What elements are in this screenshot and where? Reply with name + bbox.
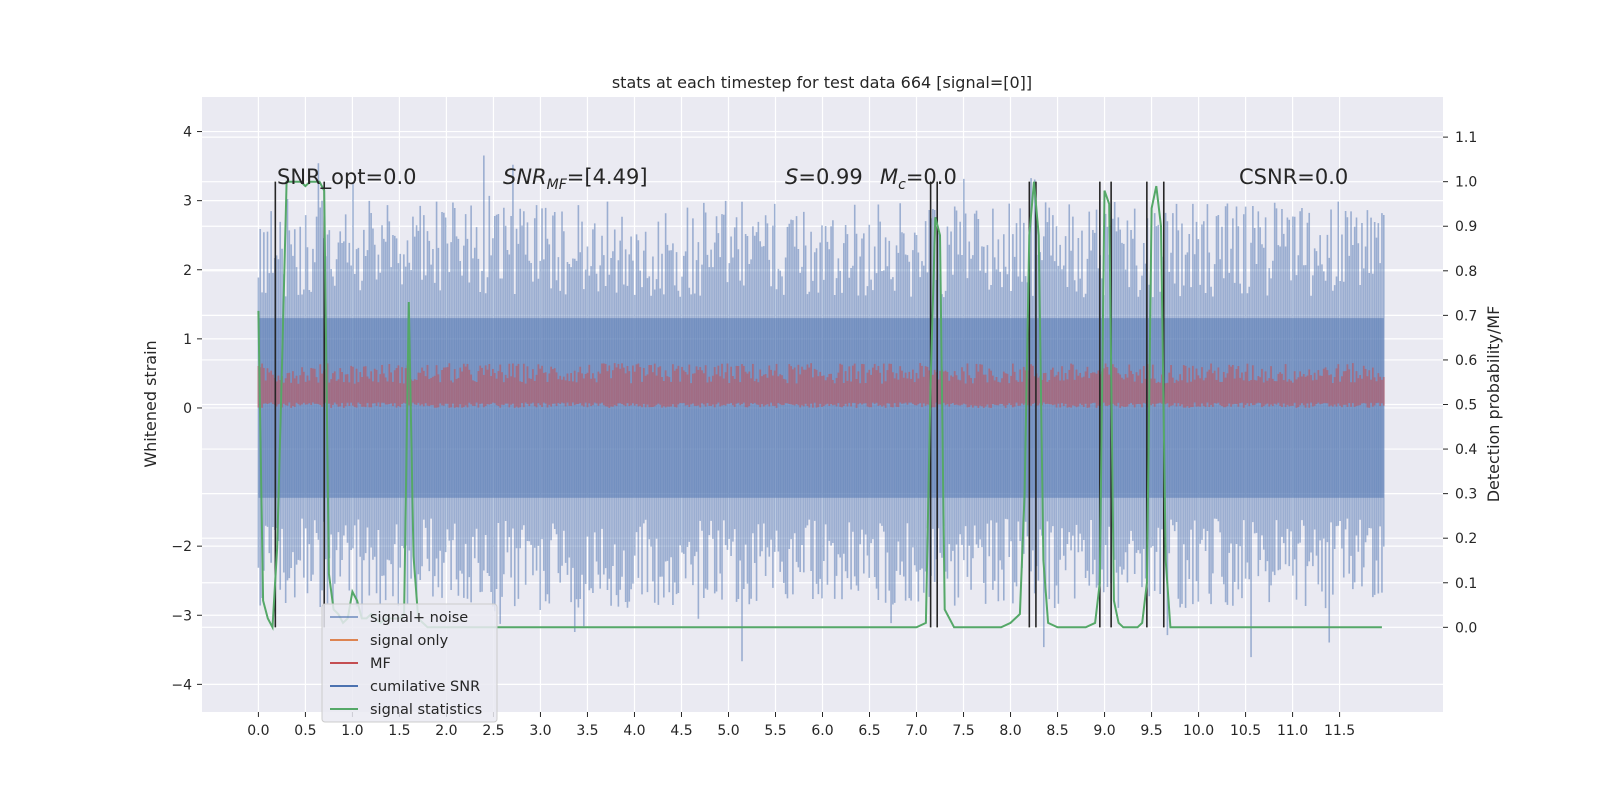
annotation-s-main: S bbox=[785, 165, 798, 189]
x-tick-label: 11.0 bbox=[1277, 723, 1308, 739]
annotation-s: S=0.99 bbox=[785, 165, 863, 189]
legend-label-1: signal only bbox=[370, 633, 449, 649]
annotation-mc-main: M bbox=[880, 165, 898, 189]
x-tick-label: 6.0 bbox=[811, 723, 833, 739]
legend-box bbox=[321, 603, 498, 723]
legend-label-4: signal statistics bbox=[370, 702, 482, 718]
y-tick-label: −3 bbox=[171, 608, 192, 624]
x-tick-label: 10.5 bbox=[1230, 723, 1261, 739]
signal-statistics-line bbox=[257, 180, 1382, 631]
y-tick-label: 2 bbox=[183, 263, 192, 279]
x-tick-label: 3.5 bbox=[576, 723, 598, 739]
x-tick-label: 10.0 bbox=[1183, 723, 1214, 739]
y-tick-label: 4 bbox=[183, 125, 192, 141]
annotation-snr-mf-main: SNR bbox=[503, 165, 547, 189]
annotation-mc-value: =0.0 bbox=[906, 165, 957, 189]
x-tick-label: 0.0 bbox=[247, 723, 269, 739]
annotation-snr-mf-sub: MF bbox=[547, 177, 568, 193]
tick-labels: 0.0 0.5 1.0 1.5 2.0 2.5 3.0 3.5 4.0 4.5 5.0 5.5 6.0 6… bbox=[171, 125, 1477, 739]
annotation-mc: Mc=0.0 bbox=[880, 165, 957, 193]
series-mf bbox=[257, 363, 1385, 408]
y-right-tick-label: 0.8 bbox=[1455, 264, 1477, 280]
y-right-tick-label: 0.7 bbox=[1455, 308, 1477, 324]
y-right-tick-label: 0.4 bbox=[1455, 442, 1477, 458]
legend: signal+ noise signal only MF cumilative SNR… bbox=[321, 603, 498, 723]
x-tick-label: 8.0 bbox=[999, 723, 1021, 739]
y-tick-label: 3 bbox=[183, 194, 192, 210]
y-right-tick-label: 1.1 bbox=[1455, 130, 1477, 146]
x-tick-label: 6.5 bbox=[858, 723, 880, 739]
x-tick-label: 9.0 bbox=[1093, 723, 1115, 739]
x-tick-label: 0.5 bbox=[294, 723, 316, 739]
x-tick-label: 1.0 bbox=[341, 723, 363, 739]
y-right-tick-label: 0.6 bbox=[1455, 353, 1477, 369]
x-tick-label: 2.5 bbox=[482, 723, 504, 739]
y-tick-label: −4 bbox=[171, 677, 192, 693]
y-axis-right-label: Detection probability/MF bbox=[1484, 306, 1503, 503]
y-right-tick-label: 0.1 bbox=[1455, 576, 1477, 592]
x-tick-label: 2.0 bbox=[435, 723, 457, 739]
y-right-tick-label: 0.5 bbox=[1455, 398, 1477, 414]
y-right-tick-label: 1.0 bbox=[1455, 175, 1477, 191]
x-tick-label: 7.5 bbox=[952, 723, 974, 739]
annotation-snr-opt: SNR_opt=0.0 bbox=[277, 165, 417, 190]
y-tick-label: 1 bbox=[183, 332, 192, 348]
x-tick-label: 1.5 bbox=[388, 723, 410, 739]
series-signal-statistics bbox=[257, 180, 1382, 631]
y-axis-label: Whitened strain bbox=[141, 340, 160, 467]
x-tick-label: 4.0 bbox=[623, 723, 645, 739]
y-tick-label: −2 bbox=[171, 539, 192, 555]
x-tick-label: 11.5 bbox=[1324, 723, 1355, 739]
y-tick-label: 0 bbox=[183, 401, 192, 417]
x-tick-label: 9.5 bbox=[1140, 723, 1162, 739]
series-signal-noise bbox=[257, 155, 1385, 662]
annotation-mc-sub: c bbox=[898, 177, 906, 193]
annotation-snr-mf-value: =[4.49] bbox=[567, 165, 648, 189]
chart-title: stats at each timestep for test data 664… bbox=[612, 73, 1032, 92]
x-tick-label: 4.5 bbox=[670, 723, 692, 739]
x-tick-label: 8.5 bbox=[1046, 723, 1068, 739]
y-right-tick-label: 0.0 bbox=[1455, 620, 1477, 636]
x-tick-label: 7.0 bbox=[905, 723, 927, 739]
legend-label-0: signal+ noise bbox=[370, 610, 468, 626]
y-right-tick-label: 0.2 bbox=[1455, 531, 1477, 547]
x-tick-label: 5.0 bbox=[717, 723, 739, 739]
y-right-tick-label: 0.9 bbox=[1455, 219, 1477, 235]
annotation-s-value: =0.99 bbox=[798, 165, 862, 189]
legend-label-2: MF bbox=[370, 656, 391, 672]
x-tick-label: 3.0 bbox=[529, 723, 551, 739]
annotation-snr-mf: SNRMF=[4.49] bbox=[503, 165, 648, 193]
x-tick-label: 5.5 bbox=[764, 723, 786, 739]
legend-label-3: cumilative SNR bbox=[370, 679, 480, 695]
y-right-tick-label: 0.3 bbox=[1455, 487, 1477, 503]
annotation-csnr: CSNR=0.0 bbox=[1239, 165, 1348, 189]
